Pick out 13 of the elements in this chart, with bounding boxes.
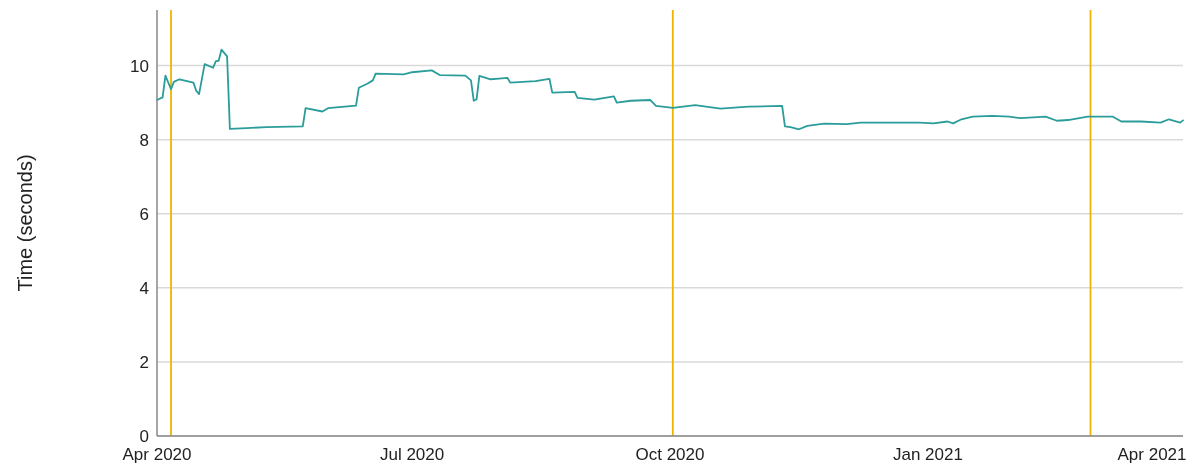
y-axis-title: Time (seconds) (14, 154, 36, 292)
x-tick-label: Jan 2021 (892, 445, 963, 464)
x-tick-label: Apr 2021 (1117, 445, 1187, 464)
line-series (156, 48, 1184, 131)
y-tick-label: 6 (139, 204, 149, 224)
y-tick-label: 2 (139, 352, 149, 372)
x-tick-label: Jul 2020 (379, 445, 445, 464)
x-tick-label: Apr 2020 (122, 445, 192, 464)
y-tick-label: 0 (139, 426, 149, 446)
y-tick-label: 4 (139, 278, 149, 298)
y-tick-label: 8 (139, 130, 149, 150)
x-tick-label: Oct 2020 (635, 445, 705, 464)
y-tick-label: 10 (130, 56, 149, 76)
